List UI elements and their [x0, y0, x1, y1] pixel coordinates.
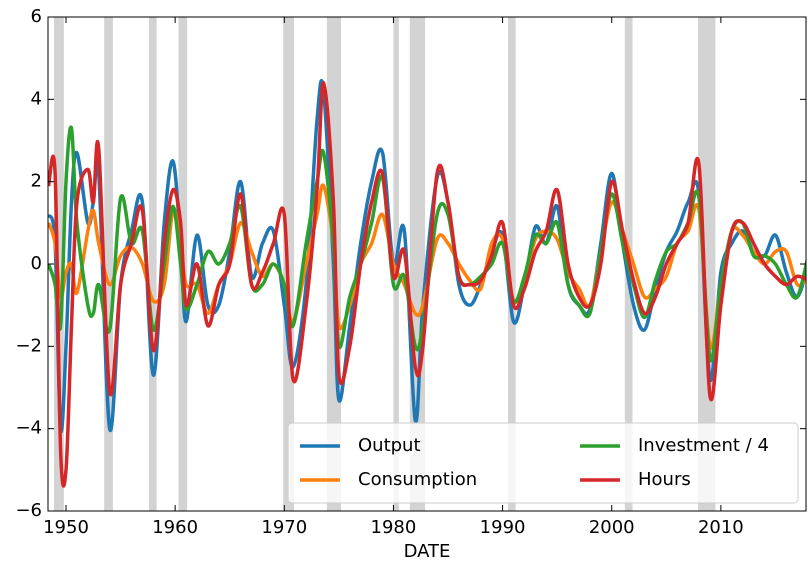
series-line	[48, 81, 806, 488]
legend-label: Consumption	[358, 469, 477, 490]
y-tick-label: −4	[15, 418, 42, 439]
legend-label: Output	[358, 435, 421, 456]
axes-frame	[47, 16, 807, 512]
x-axis-label: DATE	[404, 541, 451, 562]
plot	[48, 17, 806, 511]
recession-band	[148, 17, 157, 511]
legend-label: Investment / 4	[638, 435, 769, 456]
y-tick-label: 6	[31, 6, 42, 27]
y-tick-label: −2	[15, 335, 42, 356]
y-tick-label: 0	[31, 253, 42, 274]
legend-box	[287, 422, 799, 504]
legend-label: Hours	[638, 469, 691, 490]
y-tick-label: 4	[31, 88, 42, 109]
x-tick-label: 2010	[698, 517, 744, 538]
y-tick-label: −6	[15, 500, 42, 521]
recession-band	[508, 17, 516, 511]
x-tick-label: 1950	[43, 517, 89, 538]
y-tick-label: 2	[31, 171, 42, 192]
recession-band	[104, 17, 113, 511]
x-tick-label: 1990	[480, 517, 526, 538]
x-tick-label: 1980	[371, 517, 417, 538]
x-tick-label: 1970	[261, 517, 307, 538]
recession-band	[697, 17, 716, 511]
x-tick-label: 1960	[152, 517, 198, 538]
x-tick-label: 2000	[589, 517, 635, 538]
